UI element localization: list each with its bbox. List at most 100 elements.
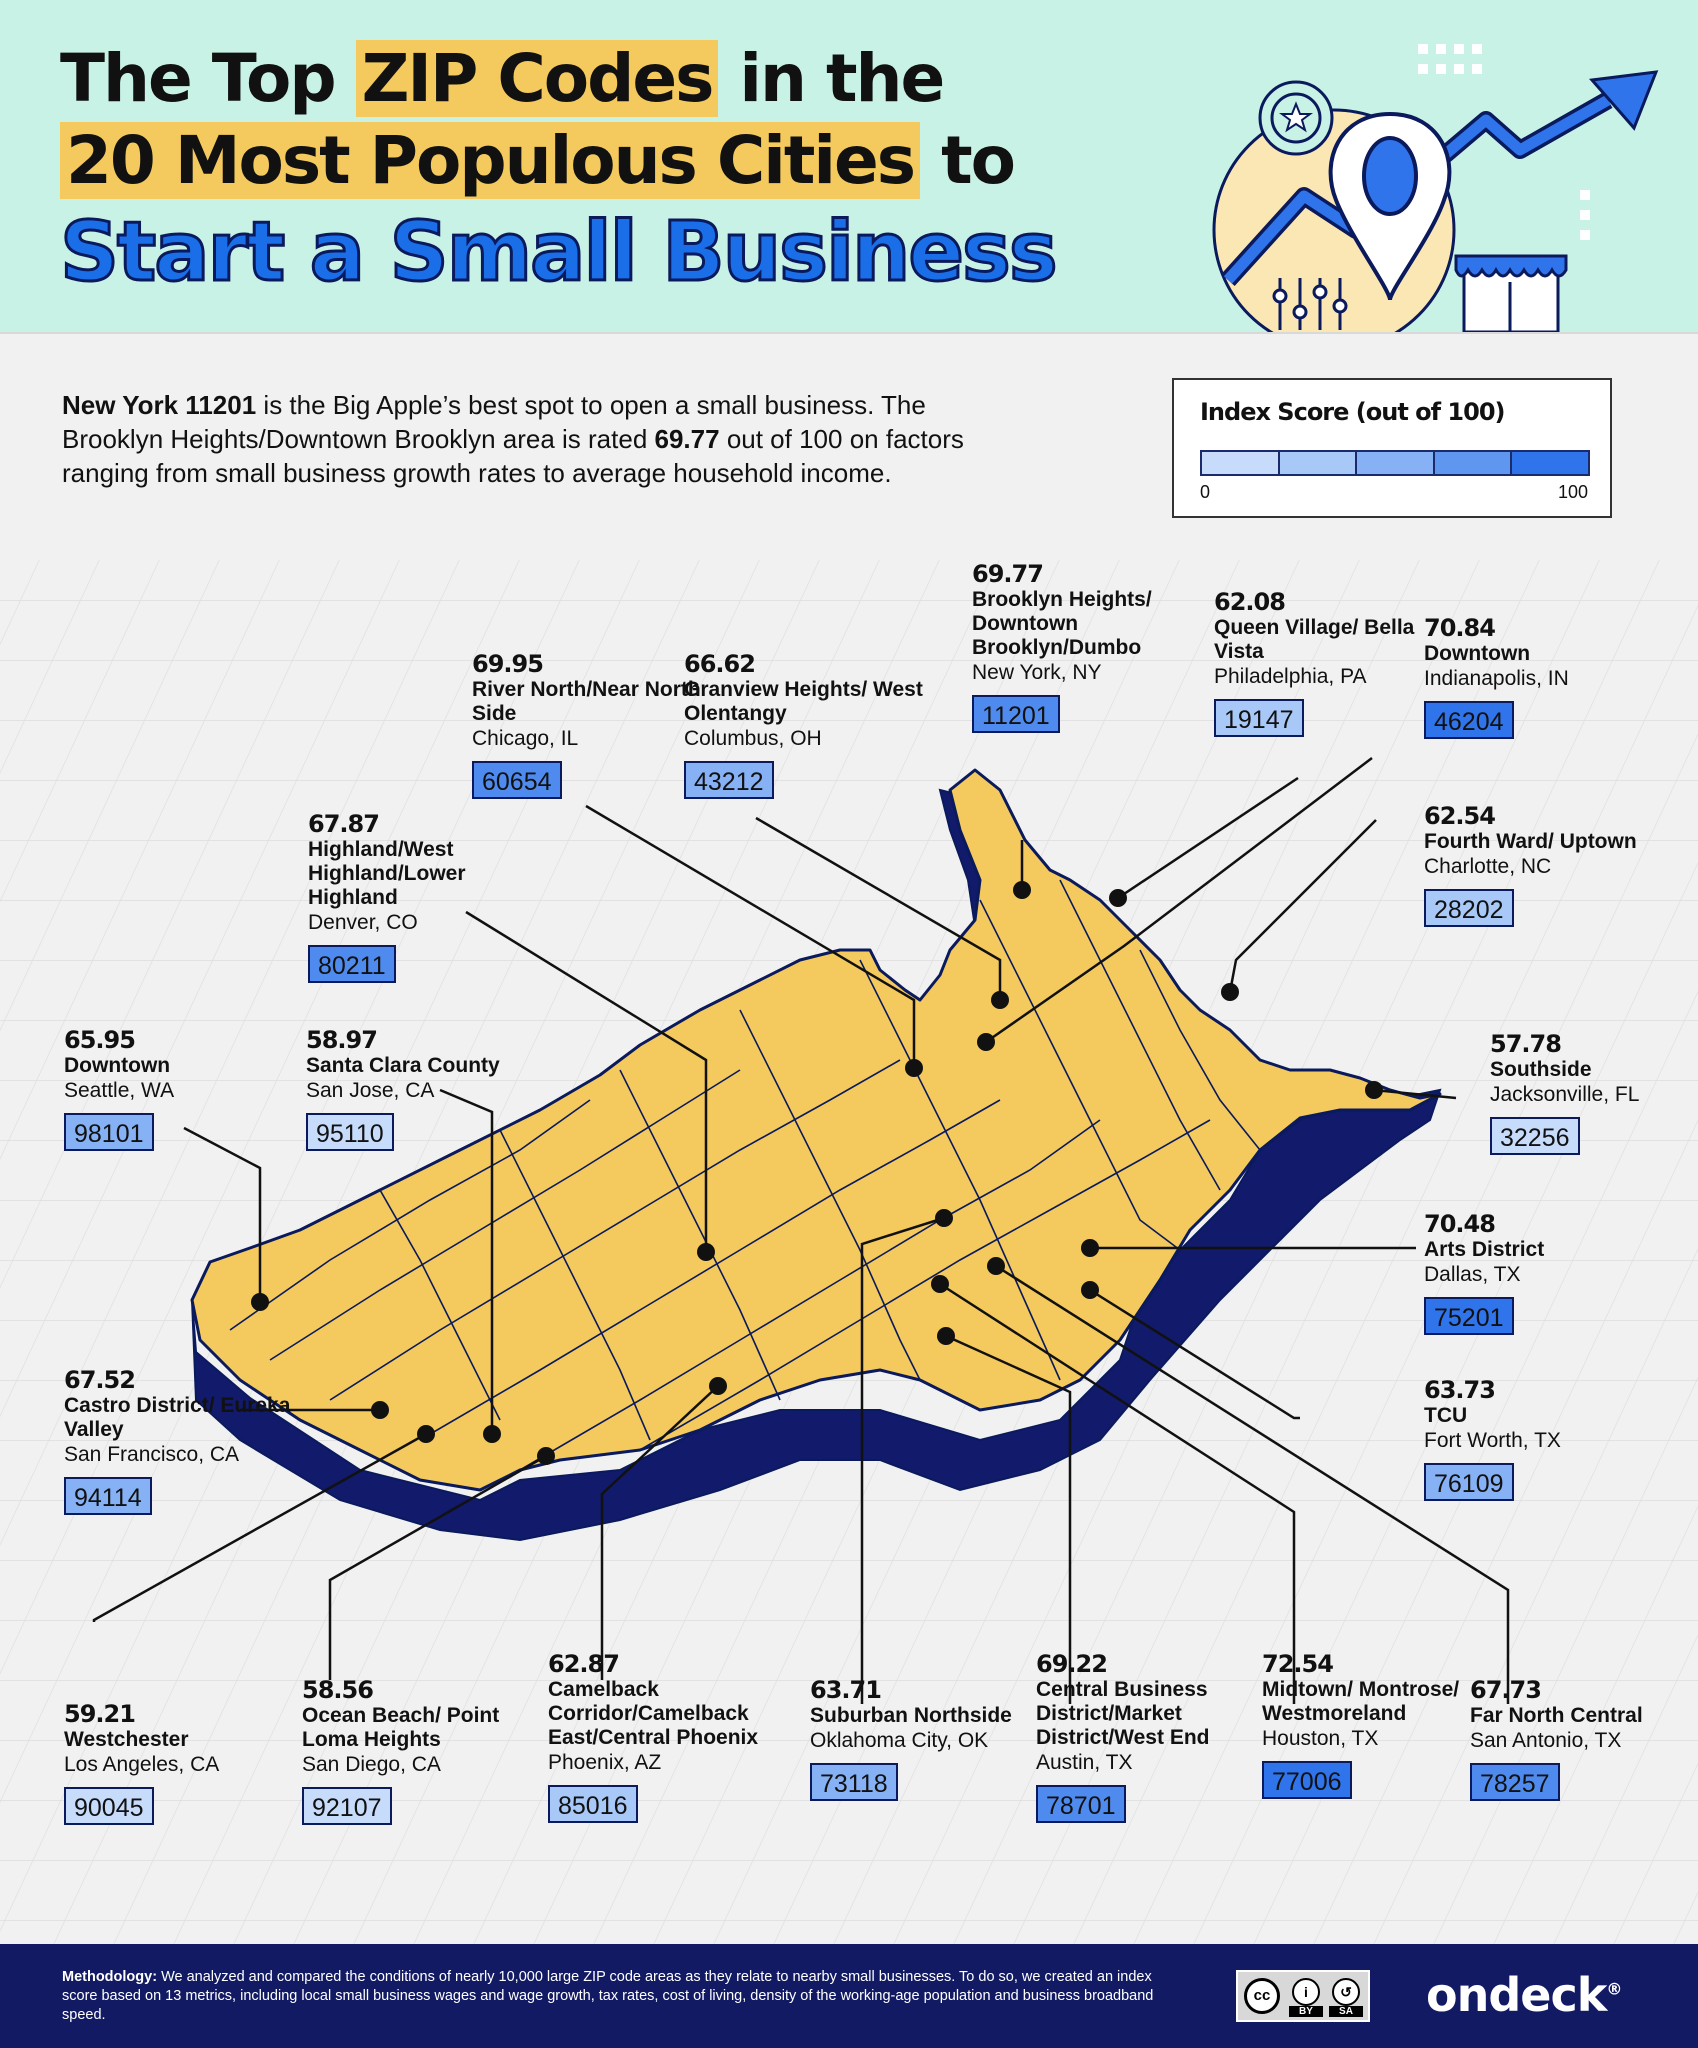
- city-area: Castro District/ Eureka Valley: [64, 1394, 291, 1441]
- storefront-icon: [1454, 254, 1568, 332]
- city-location: San Antonio, TX: [1470, 1729, 1622, 1752]
- zip-code-badge: 90045: [64, 1787, 154, 1825]
- footer: Methodology: We analyzed and compared th…: [0, 1944, 1698, 2048]
- city-label-columbus: 66.62 Granview Heights/ West Olentangy Col…: [684, 650, 934, 799]
- legend-title: Index Score (out of 100): [1200, 398, 1505, 426]
- index-score-legend: Index Score (out of 100) 0 100: [1172, 378, 1612, 518]
- city-label-san-jose: 58.97 Santa Clara County San Jose, CA 95110: [306, 1026, 556, 1151]
- city-location: Houston, TX: [1262, 1727, 1379, 1750]
- legend-swatch: [1357, 452, 1435, 474]
- city-label-indianapolis: 70.84 Downtown Indianapolis, IN 46204: [1424, 614, 1674, 739]
- zip-code-badge: 94114: [64, 1477, 152, 1515]
- zip-code-badge: 92107: [302, 1787, 392, 1825]
- city-label-dallas: 70.48 Arts District Dallas, TX 75201: [1424, 1210, 1674, 1335]
- city-score: 63.71: [810, 1676, 882, 1704]
- marker-san-antonio: [987, 1257, 1005, 1275]
- us-mainland: [190, 768, 1442, 1492]
- marker-los-angeles: [417, 1425, 435, 1443]
- city-location: San Francisco, CA: [64, 1443, 240, 1466]
- city-markers: [251, 881, 1383, 1465]
- legend-swatch: [1434, 452, 1513, 474]
- zip-code-badge: 43212: [684, 761, 774, 799]
- creative-commons-badge: cc i ↺ BY SA: [1236, 1970, 1370, 2022]
- city-area: Central Business District/Market Distric…: [1036, 1678, 1210, 1749]
- city-location: Philadelphia, PA: [1214, 665, 1367, 688]
- header-banner: The Top ZIP Codes in the 20 Most Populou…: [0, 0, 1698, 334]
- marker-indianapolis: [977, 1033, 995, 1051]
- city-label-austin: 69.22 Central Business District/Market Di…: [1036, 1650, 1286, 1823]
- title-line-2: 20 Most Populous Cities to: [60, 122, 1016, 199]
- cc-sa-label: SA: [1329, 2006, 1363, 2017]
- city-area: Downtown: [1424, 642, 1531, 665]
- zip-code-badge: 11201: [972, 695, 1060, 733]
- marker-columbus: [991, 991, 1009, 1009]
- city-label-fort-worth: 63.73 TCU Fort Worth, TX 76109: [1424, 1376, 1674, 1501]
- legend-color-scale: [1200, 450, 1590, 476]
- legend-swatch: [1279, 452, 1358, 474]
- marker-austin: [937, 1327, 955, 1345]
- city-location: Indianapolis, IN: [1424, 667, 1569, 690]
- city-score: 58.97: [306, 1026, 378, 1054]
- legend-min-label: 0: [1200, 482, 1211, 502]
- title-line-3: Start a Small Business: [59, 204, 1060, 302]
- city-score: 57.78: [1490, 1030, 1562, 1058]
- city-score: 62.54: [1424, 802, 1496, 830]
- star-icon: [1279, 101, 1313, 133]
- city-location: Chicago, IL: [472, 727, 579, 750]
- marker-charlotte: [1221, 983, 1239, 1001]
- city-score: 67.87: [308, 810, 380, 838]
- city-score: 58.56: [302, 1676, 374, 1704]
- city-location: New York, NY: [972, 661, 1102, 684]
- cc-icon: cc: [1244, 1978, 1280, 2014]
- city-location: San Diego, CA: [302, 1753, 441, 1776]
- city-area: Suburban Northside: [810, 1704, 1012, 1727]
- city-location: Austin, TX: [1036, 1751, 1133, 1774]
- ondeck-logo: ondeck®: [1426, 1968, 1622, 2022]
- city-area: Downtown: [64, 1054, 171, 1077]
- city-location: Denver, CO: [308, 911, 418, 934]
- city-label-san-francisco: 67.52 Castro District/ Eureka Valley San F…: [64, 1366, 314, 1515]
- city-area: Granview Heights/ West Olentangy: [684, 678, 923, 725]
- city-area: Arts District: [1424, 1238, 1545, 1261]
- city-label-philadelphia: 62.08 Queen Village/ Bella Vista Philadelp…: [1214, 588, 1464, 737]
- state-borders: [229, 879, 1261, 1471]
- marker-denver: [697, 1243, 715, 1261]
- city-score: 67.52: [64, 1366, 136, 1394]
- marker-jacksonville: [1365, 1081, 1383, 1099]
- zip-code-badge: 95110: [306, 1113, 394, 1151]
- city-area: Santa Clara County: [306, 1054, 500, 1077]
- zip-code-badge: 46204: [1424, 701, 1514, 739]
- city-score: 62.87: [548, 1650, 620, 1678]
- city-location: Los Angeles, CA: [64, 1753, 220, 1776]
- marker-san-jose: [483, 1425, 501, 1443]
- city-score: 62.08: [1214, 588, 1286, 616]
- city-score: 67.73: [1470, 1676, 1542, 1704]
- city-area: Southside: [1490, 1058, 1592, 1081]
- zip-code-badge: 98101: [64, 1113, 154, 1151]
- marker-new-york: [1013, 881, 1031, 899]
- city-label-los-angeles: 59.21 Westchester Los Angeles, CA 90045: [64, 1700, 314, 1825]
- legend-swatch: [1512, 452, 1588, 474]
- cc-sa-icon: ↺: [1332, 1978, 1360, 2006]
- city-area: Camelback Corridor/Camelback East/Centra…: [548, 1678, 759, 1749]
- city-area: Westchester: [64, 1728, 189, 1751]
- city-score: 65.95: [64, 1026, 136, 1054]
- city-location: San Jose, CA: [306, 1079, 435, 1102]
- city-score: 70.84: [1424, 614, 1496, 642]
- us-map: [0, 560, 1698, 1944]
- city-area: River North/Near North Side: [472, 678, 701, 725]
- city-area: Far North Central: [1470, 1704, 1643, 1727]
- marker-houston: [931, 1275, 949, 1293]
- sliders-icon: [1272, 278, 1348, 330]
- zip-code-badge: 73118: [810, 1763, 898, 1801]
- city-score: 63.73: [1424, 1376, 1496, 1404]
- zip-code-badge: 32256: [1490, 1117, 1580, 1155]
- city-label-houston: 72.54 Midtown/ Montrose/ Westmoreland Hous…: [1262, 1650, 1512, 1799]
- city-label-denver: 67.87 Highland/West Highland/Lower Highla…: [308, 810, 558, 983]
- zip-code-badge: 77006: [1262, 1761, 1352, 1799]
- city-location: Columbus, OH: [684, 727, 822, 750]
- city-location: Phoenix, AZ: [548, 1751, 662, 1774]
- zip-code-badge: 76109: [1424, 1463, 1514, 1501]
- city-label-new-york: 69.77 Brooklyn Heights/ Downtown Brooklyn…: [972, 560, 1222, 733]
- city-area: Midtown/ Montrose/ Westmoreland: [1262, 1678, 1460, 1725]
